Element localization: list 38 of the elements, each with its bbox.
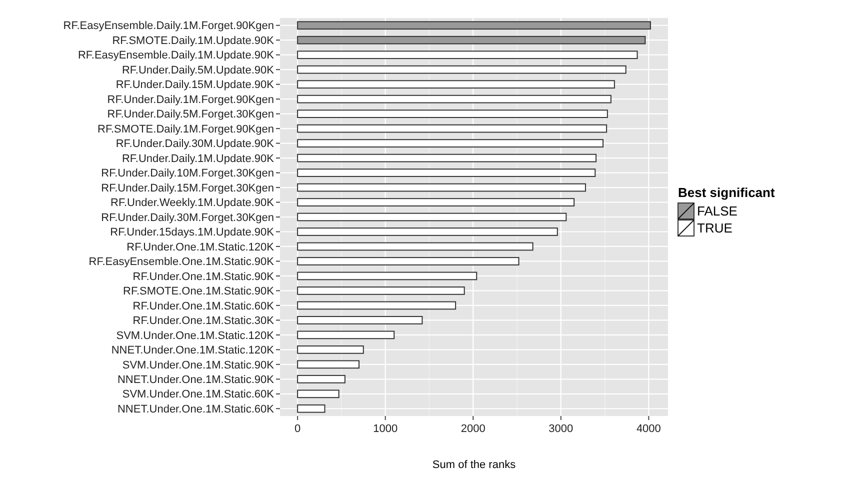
x-tick-label: 2000 xyxy=(460,423,486,435)
y-tick-label: NNET.Under.One.1M.Static.120K xyxy=(111,344,275,357)
y-tick-label: RF.Under.Daily.5M.Update.90K xyxy=(122,64,275,76)
legend-label: FALSE xyxy=(697,204,738,219)
x-tick-label: 3000 xyxy=(548,423,574,435)
y-tick-label: RF.Under.One.1M.Static.90K xyxy=(132,270,275,283)
y-tick-label: SVM.Under.One.1M.Static.120K xyxy=(116,330,275,342)
y-tick-label: RF.Under.Daily.1M.Forget.90Kgen xyxy=(107,94,274,106)
y-tick-label: RF.Under.One.1M.Static.120K xyxy=(126,241,275,254)
legend-label: TRUE xyxy=(697,220,733,236)
y-tick-label: RF.Under.Daily.1M.Update.90K xyxy=(122,152,275,165)
y-tick-label: RF.EasyEnsemble.Daily.1M.Update.90K xyxy=(78,50,275,62)
y-tick-label: RF.Under.Daily.30M.Forget.30Kgen xyxy=(101,212,274,224)
y-tick-label: RF.SMOTE.Daily.1M.Forget.90Kgen xyxy=(98,123,274,136)
y-tick-label: NNET.Under.One.1M.Static.60K xyxy=(117,403,275,416)
legend-title: Best significant xyxy=(678,185,776,200)
y-tick-label: SVM.Under.One.1M.Static.60K xyxy=(122,388,275,401)
y-tick-label: RF.EasyEnsemble.Daily.1M.Forget.90Kgen xyxy=(63,20,274,32)
y-tick-label: RF.Under.Daily.10M.Forget.30Kgen xyxy=(101,168,274,180)
y-tick-label: RF.Under.Weekly.1M.Update.90K xyxy=(110,197,275,210)
x-axis-title: Sum of the ranks xyxy=(432,459,516,471)
x-tick-label: 1000 xyxy=(373,423,398,435)
y-tick-label: RF.Under.One.1M.Static.60K xyxy=(132,300,275,312)
y-tick-label: RF.Under.Daily.15M.Forget.30Kgen xyxy=(101,182,274,194)
y-tick-label: RF.Under.Daily.15M.Update.90K xyxy=(116,79,275,92)
y-tick-label: RF.SMOTE.One.1M.Static.90K xyxy=(123,286,275,298)
y-tick-label: RF.EasyEnsemble.One.1M.Static.90K xyxy=(88,256,275,268)
y-tick-label: SVM.Under.One.1M.Static.90K xyxy=(122,359,275,372)
y-tick-label: RF.Under.Daily.30M.Update.90K xyxy=(116,138,275,150)
x-tick-label: 0 xyxy=(294,423,301,435)
bar xyxy=(297,21,651,30)
y-tick-label: NNET.Under.One.1M.Static.90K xyxy=(117,374,275,386)
y-tick-label: RF.Under.Daily.5M.Forget.30Kgen xyxy=(107,108,274,121)
y-tick-label: RF.Under.One.1M.Static.30K xyxy=(132,315,275,328)
y-tick-label: RF.SMOTE.Daily.1M.Update.90K xyxy=(112,34,275,47)
y-tick-label: RF.Under.15days.1M.Update.90K xyxy=(110,226,275,239)
x-tick-label: 4000 xyxy=(636,423,661,435)
bar xyxy=(297,36,646,44)
